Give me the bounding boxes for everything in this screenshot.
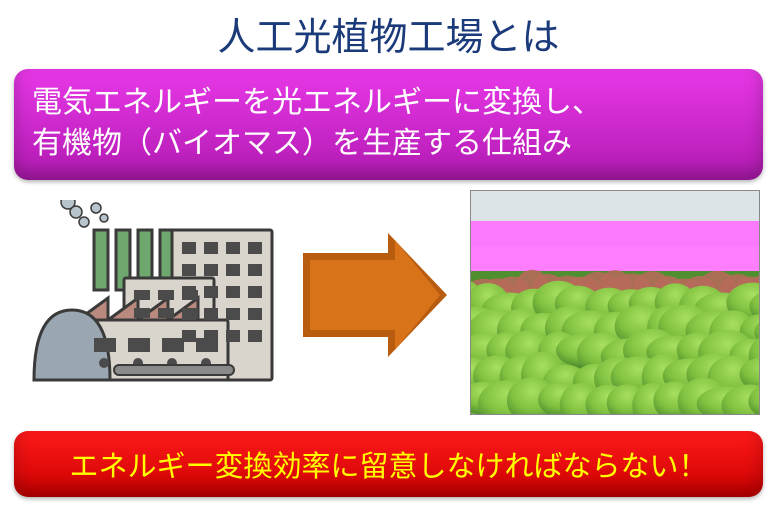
title-text: 人工光植物工場とは bbox=[217, 17, 559, 59]
page-title: 人工光植物工場とは bbox=[0, 0, 777, 61]
plant-factory-photo bbox=[470, 190, 760, 415]
arrow-icon bbox=[300, 230, 450, 360]
diagram-row bbox=[0, 190, 777, 420]
description-banner: 電気エネルギーを光エネルギーに変換し、 有機物（バイオマス）を生産する仕組み bbox=[14, 69, 763, 180]
warning-text: エネルギー変換効率に留意しなければならない！ bbox=[69, 451, 707, 483]
description-line-1: 電気エネルギーを光エネルギーに変換し、 bbox=[32, 83, 745, 124]
warning-banner: エネルギー変換効率に留意しなければならない！ bbox=[14, 431, 763, 497]
factory-icon bbox=[24, 200, 284, 400]
description-line-2: 有機物（バイオマス）を生産する仕組み bbox=[32, 124, 745, 165]
